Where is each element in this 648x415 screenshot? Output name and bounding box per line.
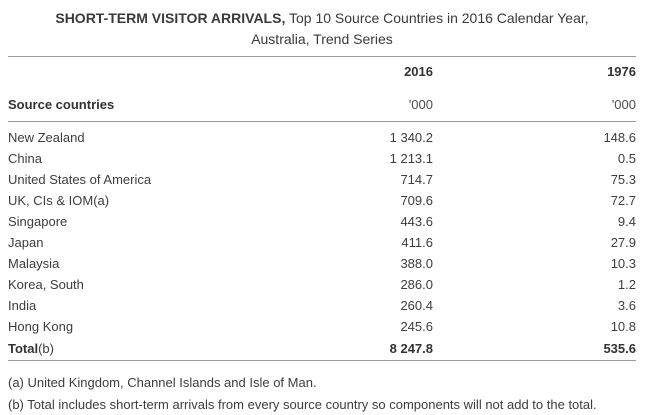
table-row: Singapore 443.6 9.4 xyxy=(8,211,636,232)
country-name: China xyxy=(8,151,42,166)
total-value-2016: 8 247.8 xyxy=(238,337,433,361)
value-1976: 1.2 xyxy=(617,277,636,292)
value-1976: 72.7 xyxy=(610,193,636,208)
table-row: China 1 213.1 0.5 xyxy=(8,148,636,169)
country-name: Japan xyxy=(8,235,44,250)
country-name: Korea, South xyxy=(8,277,84,292)
unit-header-row: Source countries '000 '000 xyxy=(8,79,636,122)
value-2016: 714.7 xyxy=(400,172,433,187)
total-label: Total(b) xyxy=(8,337,238,361)
table-row-total: Total(b) 8 247.8 535.6 xyxy=(8,337,636,361)
title-bold-part: SHORT-TERM VISITOR ARRIVALS, xyxy=(55,10,286,26)
table-row: UK, CIs & IOM(a) 709.6 72.7 xyxy=(8,190,636,211)
country-name: United States of America xyxy=(8,172,152,187)
unit-2016-header: '000 xyxy=(238,79,433,122)
title-line1: SHORT-TERM VISITOR ARRIVALS, Top 10 Sour… xyxy=(8,8,636,29)
empty-header-cell xyxy=(8,57,238,79)
value-1976: 75.3 xyxy=(610,172,636,187)
value-1976: 10.8 xyxy=(610,319,636,334)
arrivals-table: 2016 1976 Source countries '000 '000 New… xyxy=(8,57,636,361)
value-2016: 443.6 xyxy=(400,214,433,229)
country-name: New Zealand xyxy=(8,130,85,145)
value-2016: 1 340.2 xyxy=(389,130,433,145)
total-label-note: (b) xyxy=(38,341,54,356)
value-1976: 27.9 xyxy=(610,235,636,250)
year-2016-header: 2016 xyxy=(404,64,433,79)
table-row: India 260.4 3.6 xyxy=(8,295,636,316)
country-name: India xyxy=(8,298,37,313)
table-body: New Zealand 1 340.2 148.6 China 1 213.1 … xyxy=(8,122,636,361)
table-row: Malaysia 388.0 10.3 xyxy=(8,253,636,274)
value-2016: 411.6 xyxy=(401,235,433,250)
value-2016: 286.0 xyxy=(400,277,433,292)
value-2016: 260.4 xyxy=(400,298,433,313)
table-row: United States of America 714.7 75.3 xyxy=(8,169,636,190)
value-2016: 1 213.1 xyxy=(389,151,433,166)
total-value-1976: 535.6 xyxy=(433,337,636,361)
row-header-label: Source countries xyxy=(8,79,238,122)
value-1976: 9.4 xyxy=(617,214,636,229)
country-name: Hong Kong xyxy=(8,319,74,334)
footnote-a: (a) United Kingdom, Channel Islands and … xyxy=(8,375,317,390)
footnote-b: (b) Total includes short-term arrivals f… xyxy=(8,397,597,412)
value-2016: 709.6 xyxy=(400,193,433,208)
title-regular-part: Top 10 Source Countries in 2016 Calendar… xyxy=(288,10,589,26)
value-1976: 3.6 xyxy=(617,298,636,313)
value-1976: 148.6 xyxy=(603,130,636,145)
year-header-row: 2016 1976 xyxy=(8,57,636,79)
total-label-bold: Total xyxy=(8,341,39,356)
table-header: 2016 1976 Source countries '000 '000 xyxy=(8,57,636,122)
table-row: Japan 411.6 27.9 xyxy=(8,232,636,253)
table-row: Hong Kong 245.6 10.8 xyxy=(8,316,636,337)
year-1976-header: 1976 xyxy=(607,64,636,79)
table-row: Korea, South 286.0 1.2 xyxy=(8,274,636,295)
country-name: Malaysia xyxy=(8,256,60,271)
table-row: New Zealand 1 340.2 148.6 xyxy=(8,122,636,149)
footnotes: (a) United Kingdom, Channel Islands and … xyxy=(8,372,636,415)
title-line2: Australia, Trend Series xyxy=(251,31,393,47)
value-2016: 245.6 xyxy=(400,319,433,334)
unit-1976-header: '000 xyxy=(433,79,636,122)
page-title: SHORT-TERM VISITOR ARRIVALS, Top 10 Sour… xyxy=(8,8,636,57)
value-1976: 10.3 xyxy=(610,256,636,271)
value-2016: 388.0 xyxy=(400,256,433,271)
country-name: Singapore xyxy=(8,214,68,229)
country-name: UK, CIs & IOM(a) xyxy=(8,193,110,208)
value-1976: 0.5 xyxy=(617,151,636,166)
